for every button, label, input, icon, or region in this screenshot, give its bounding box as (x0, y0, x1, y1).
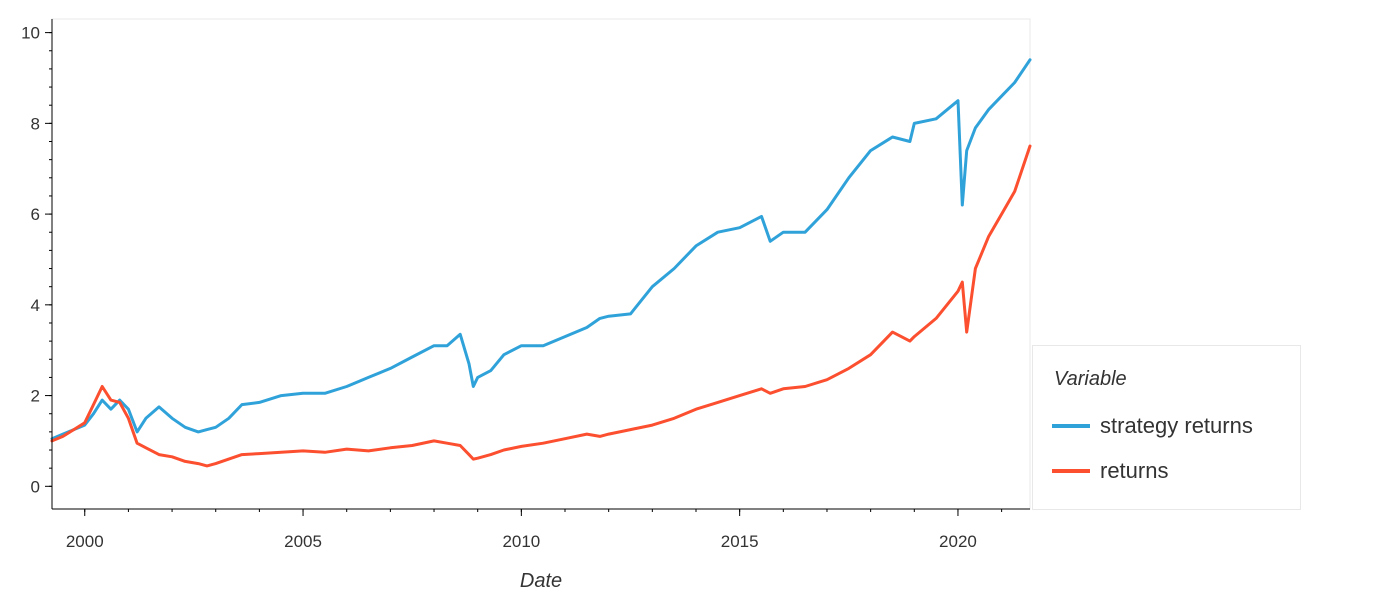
y-tick-label: 10 (21, 24, 40, 43)
x-tick-label: 2005 (284, 532, 322, 551)
x-tick-label: 2015 (721, 532, 759, 551)
legend-item-returns[interactable]: returns (1052, 458, 1169, 483)
y-axis: 0 2 4 6 8 10 (21, 19, 53, 509)
y-tick-label: 0 (31, 477, 40, 496)
y-tick-label: 6 (31, 205, 40, 224)
plot-frame (51, 18, 1031, 510)
legend-swatch-returns (1052, 469, 1090, 473)
legend-item-strategy-returns[interactable]: strategy returns (1052, 413, 1253, 438)
series-line-returns (50, 144, 1032, 468)
y-tick-label: 8 (31, 114, 40, 133)
y-tick-label: 2 (31, 387, 40, 406)
legend-swatch-strategy-returns (1052, 424, 1090, 428)
series-layer (50, 58, 1032, 468)
series-line-strategy-returns (50, 58, 1032, 441)
x-axis: 2000 2005 2010 2015 2020 (52, 508, 1030, 551)
legend-label: strategy returns (1100, 413, 1253, 438)
legend: Variable strategy returns returns (1032, 345, 1301, 510)
legend-title: Variable (1054, 368, 1127, 390)
y-tick-label: 4 (31, 296, 40, 315)
x-tick-label: 2010 (502, 532, 540, 551)
x-axis-title: Date (520, 570, 562, 592)
legend-label: returns (1100, 458, 1169, 483)
x-tick-label: 2020 (939, 532, 977, 551)
x-tick-label: 2000 (66, 532, 104, 551)
